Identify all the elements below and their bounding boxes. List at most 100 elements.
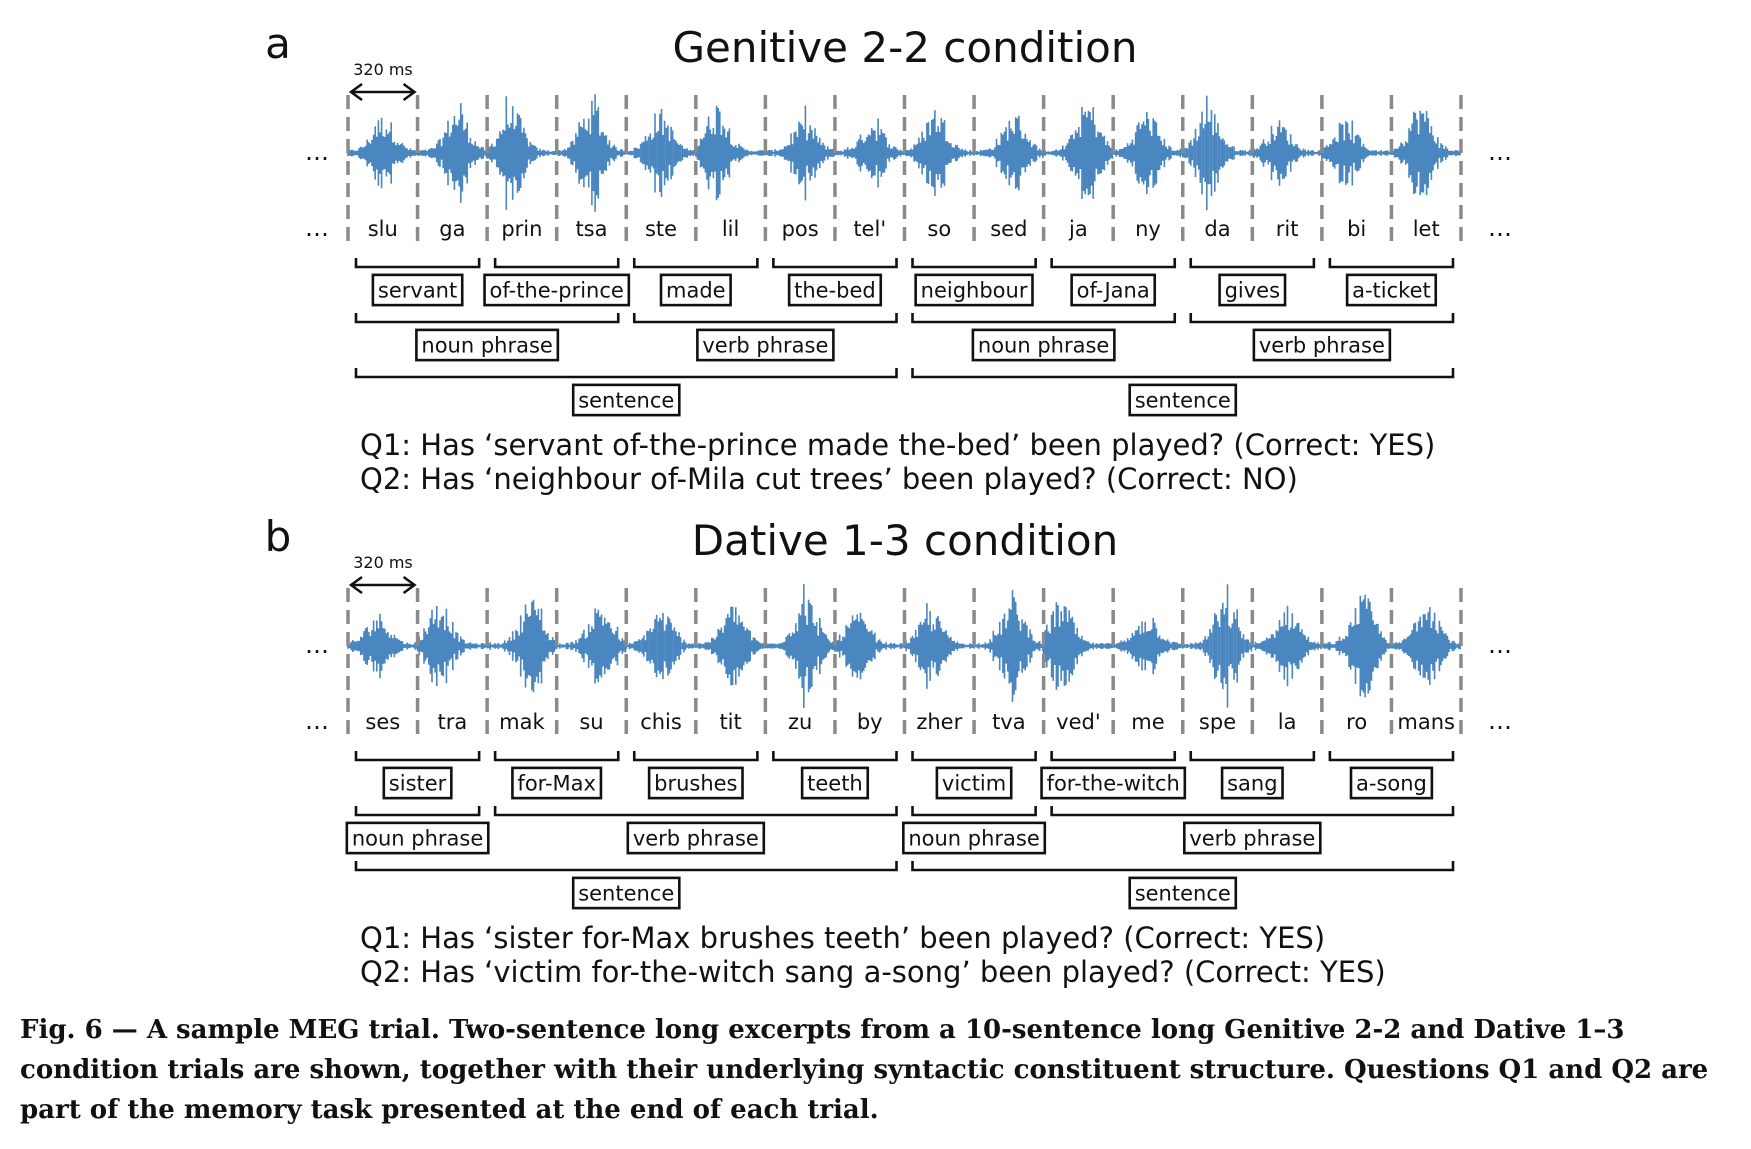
word-label: for-Max (517, 772, 596, 796)
word-bracket (1050, 258, 1177, 269)
phrase-bracket (911, 806, 1037, 817)
word-label: a-song (1356, 772, 1427, 796)
phrase-label-box (696, 328, 835, 362)
word-bracket (1328, 751, 1455, 762)
word-label: sister (389, 772, 447, 796)
phrase-label: noun phrase (352, 827, 483, 851)
word-label: victim (942, 772, 1006, 796)
phrase-bracket (911, 313, 1177, 324)
phrase-label-box (902, 821, 1047, 855)
syllable-label: mak (499, 710, 545, 734)
syllable-label: ved' (1056, 710, 1100, 734)
word-bracket (354, 258, 481, 269)
syllable-label: by (857, 710, 883, 734)
syllable-label: slu (368, 217, 398, 241)
phrase-label-box (415, 328, 560, 362)
syllable-label: la (1278, 710, 1297, 734)
phrase-label: verb phrase (1189, 827, 1315, 851)
word-label-box (511, 766, 603, 800)
syllable-label: chis (640, 710, 682, 734)
syllable-label: prin (501, 217, 542, 241)
syllable-label: zher (916, 710, 962, 734)
duration-arrow-right-head (402, 82, 417, 102)
phrase-bracket (1050, 806, 1455, 817)
syllable-label: ses (365, 710, 400, 734)
syllable-label: me (1131, 710, 1164, 734)
phrase-label: noun phrase (908, 827, 1039, 851)
syllable-label: spe (1199, 710, 1236, 734)
panel-title: Dative 1-3 condition (692, 516, 1118, 565)
word-label: sang (1227, 772, 1277, 796)
syllable-label: tsa (575, 217, 607, 241)
syllable-label: ro (1346, 710, 1367, 734)
word-label: for-the-witch (1047, 772, 1180, 796)
phrase-bracket (354, 806, 481, 817)
duration-label: 320 ms (353, 60, 413, 79)
panel-a: a Genitive 2-2 condition 320 ms … … … … slu ga pr… (265, 19, 1512, 496)
word-bracket (772, 751, 898, 762)
word-label: of-Jana (1077, 279, 1150, 303)
word-label-box (1040, 766, 1187, 800)
word-bracket (911, 751, 1037, 762)
sentence-label: sentence (1135, 882, 1231, 906)
word-label-box (1218, 273, 1287, 307)
duration-label: 320 ms (353, 553, 413, 572)
ellipsis-right: … (1488, 214, 1512, 242)
duration-arrow-left-head (348, 575, 363, 595)
word-bracket (632, 751, 759, 762)
word-bracket (354, 751, 481, 762)
syllable-label: pos (782, 217, 819, 241)
word-bracket (911, 258, 1037, 269)
sentence-bracket (911, 861, 1455, 872)
sentence-label: sentence (578, 882, 674, 906)
phrase-bracket (632, 313, 898, 324)
syllable-label: tel' (853, 217, 886, 241)
syllable-label: bi (1347, 217, 1366, 241)
syllable-label: rit (1276, 217, 1299, 241)
panel-letter: b (265, 512, 292, 561)
word-bracket (1189, 751, 1316, 762)
syllable-label: let (1413, 217, 1440, 241)
word-label: made (666, 279, 726, 303)
duration-arrow-left-head (348, 82, 363, 102)
word-label-box (787, 273, 883, 307)
word-bracket (493, 258, 620, 269)
question-1: Q1: Has ‘servant of-the-prince made the-… (360, 428, 1435, 462)
phrase-label: verb phrase (633, 827, 759, 851)
panel-title: Genitive 2-2 condition (673, 23, 1138, 72)
word-label-box (382, 766, 453, 800)
phrase-bracket (1189, 313, 1455, 324)
phrase-label-box (626, 821, 766, 855)
phrase-bracket (354, 313, 620, 324)
phrase-label: verb phrase (702, 334, 828, 358)
phrase-bracket (493, 806, 898, 817)
word-label-box (371, 273, 464, 307)
syllable-label: sed (990, 217, 1027, 241)
sentence-bracket (354, 861, 898, 872)
syllable-label: tra (437, 710, 467, 734)
word-label-box (935, 766, 1013, 800)
phrase-label-box (345, 821, 490, 855)
ellipsis-left: … (305, 138, 329, 166)
word-label-box (800, 766, 870, 800)
word-label: neighbour (921, 279, 1028, 303)
word-label: the-bed (794, 279, 876, 303)
syllable-label: tit (719, 710, 741, 734)
syllable-label: su (579, 710, 603, 734)
panel-letter: a (265, 19, 291, 68)
syllable-label: mans (1397, 710, 1455, 734)
word-bracket (632, 258, 759, 269)
word-bracket (772, 258, 898, 269)
syllable-label: ja (1068, 217, 1088, 241)
syllable-label: so (927, 217, 951, 241)
sentence-label-box (1128, 383, 1238, 417)
word-label-box (1345, 273, 1438, 307)
duration-arrow-right-head (402, 575, 417, 595)
ellipsis-left: … (305, 214, 329, 242)
sentence-label-box (571, 383, 681, 417)
word-label-box (1220, 766, 1284, 800)
question-2: Q2: Has ‘neighbour of-Mila cut trees’ be… (360, 462, 1298, 496)
word-label-box (1070, 273, 1157, 307)
sentence-label: sentence (1135, 389, 1231, 413)
sentence-label-box (1128, 876, 1238, 910)
